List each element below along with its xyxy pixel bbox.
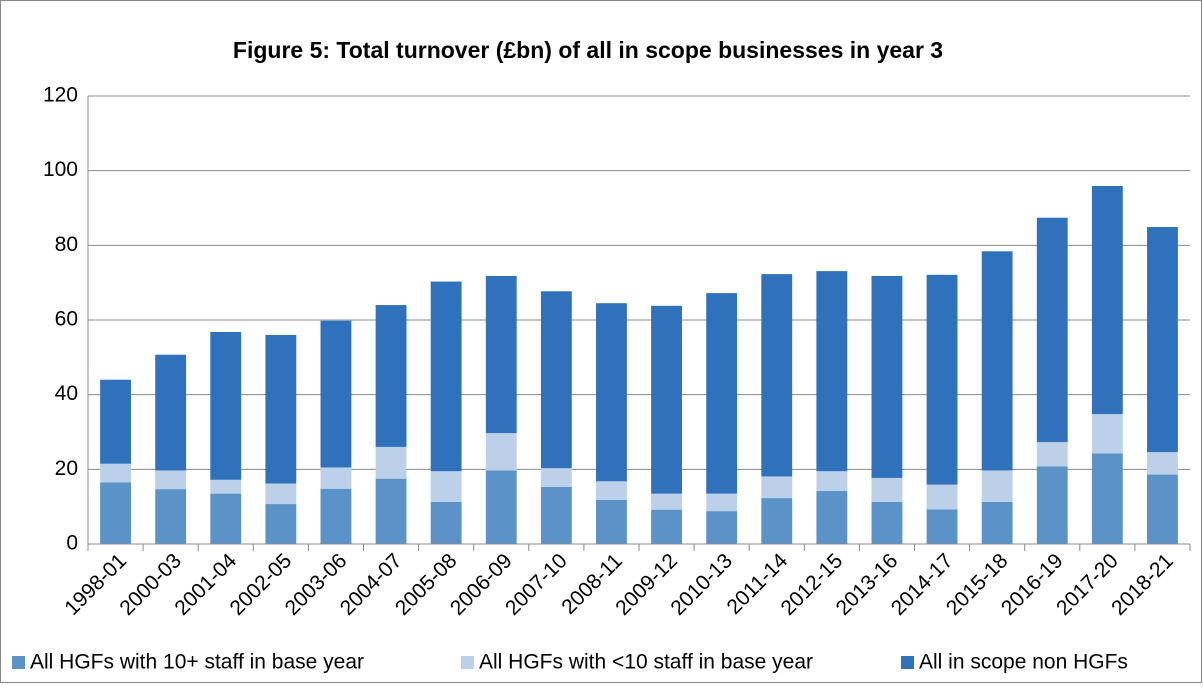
- legend-label: All in scope non HGFs: [919, 651, 1128, 674]
- bar-segment: [651, 305, 682, 494]
- bar-segment: [761, 274, 793, 477]
- bar-segment: [816, 471, 848, 491]
- bar-segment: [651, 509, 682, 544]
- bar-segment: [816, 271, 848, 472]
- bar-segment: [1147, 452, 1178, 475]
- bar-segment: [265, 483, 297, 505]
- bar-segment: [816, 490, 848, 544]
- bar-segment: [761, 498, 793, 544]
- bar-segment: [1091, 453, 1123, 544]
- bar-segment: [100, 463, 131, 483]
- bar-segment: [596, 481, 627, 500]
- bar-segment: [871, 275, 903, 478]
- bar-segment: [871, 477, 903, 502]
- bar-segment: [1091, 185, 1123, 415]
- bar-segment: [320, 467, 352, 489]
- y-tick-label: 0: [66, 532, 78, 555]
- bar-segment: [210, 479, 242, 494]
- bar-segment: [320, 320, 352, 468]
- y-tick-label: 80: [55, 233, 78, 256]
- bar-segment: [265, 504, 297, 544]
- bar-segment: [761, 476, 793, 499]
- bar-segment: [1147, 474, 1178, 544]
- legend-swatch: [461, 656, 474, 669]
- bar-segment: [596, 499, 627, 544]
- y-tick-label: 60: [55, 308, 78, 331]
- bar-segment: [430, 281, 462, 472]
- bar-segment: [430, 501, 462, 544]
- bar-segment: [981, 501, 1013, 544]
- bar-segment: [320, 488, 352, 544]
- bar-segment: [926, 484, 958, 510]
- bar-segment: [1036, 217, 1068, 443]
- bar-segment: [651, 493, 682, 510]
- bar-segment: [485, 470, 517, 544]
- bar-segment: [706, 511, 738, 544]
- y-tick-label: 100: [43, 158, 78, 181]
- bar-segment: [485, 433, 517, 471]
- legend-swatch: [12, 656, 25, 669]
- chart-title: Figure 5: Total turnover (£bn) of all in…: [233, 37, 943, 63]
- bar-segment: [375, 446, 407, 479]
- bar-segment: [926, 509, 958, 544]
- bar-segment: [1147, 227, 1178, 453]
- legend-label: All HGFs with <10 staff in base year: [479, 651, 813, 674]
- bar-segment: [706, 293, 738, 494]
- y-tick-label: 120: [43, 84, 78, 107]
- y-tick-label: 40: [55, 382, 78, 405]
- bar-segment: [375, 305, 407, 447]
- bar-segment: [596, 303, 627, 482]
- bar-segment: [981, 470, 1013, 502]
- bar-segment: [485, 275, 517, 434]
- bar-segment: [926, 274, 958, 485]
- bar-segment: [1036, 442, 1068, 467]
- bar-segment: [100, 482, 131, 544]
- legend-label: All HGFs with 10+ staff in base year: [30, 651, 364, 674]
- bar-segment: [1091, 414, 1123, 454]
- bar-segment: [1036, 466, 1068, 544]
- bar-segment: [210, 493, 242, 544]
- bar-segment: [871, 501, 903, 544]
- legend-swatch: [901, 656, 914, 669]
- bar-segment: [540, 291, 572, 469]
- y-tick-label: 20: [55, 457, 78, 480]
- bar-segment: [265, 334, 297, 484]
- bar-segment: [430, 471, 462, 502]
- bar-segment: [155, 470, 187, 490]
- bar-segment: [706, 493, 738, 512]
- bar-segment: [540, 486, 572, 544]
- bar-segment: [155, 489, 187, 544]
- bar-segment: [155, 354, 187, 471]
- bar-segment: [375, 478, 407, 544]
- bar-segment: [100, 379, 131, 464]
- bar-segment: [981, 251, 1013, 471]
- bar-segment: [540, 468, 572, 487]
- bar-segment: [210, 331, 242, 480]
